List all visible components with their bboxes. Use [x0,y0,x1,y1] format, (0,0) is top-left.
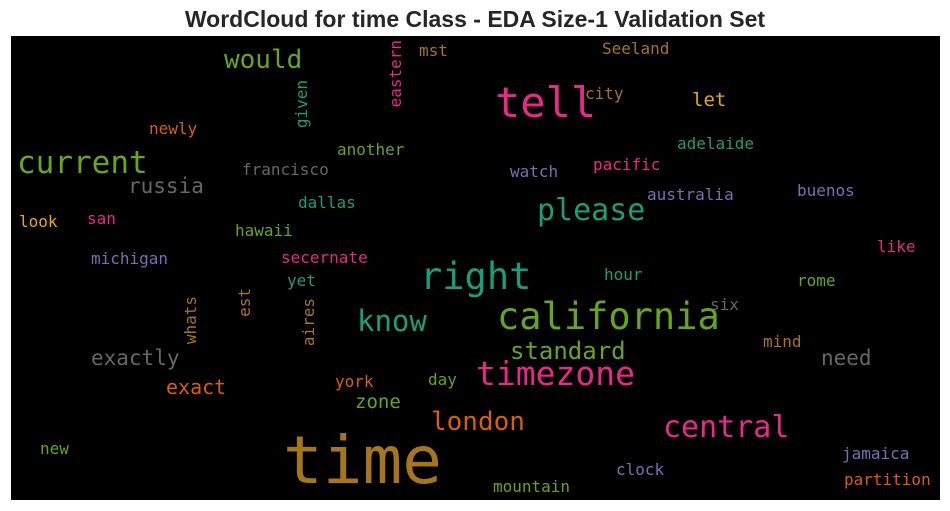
chart-title: WordCloud for time Class - EDA Size-1 Va… [184,6,766,32]
word-city: city [585,84,624,103]
word-zone: zone [355,391,401,413]
word-look: look [19,212,58,231]
word-york: york [335,372,374,391]
word-dallas: dallas [298,193,356,212]
word-timezone: timezone [476,354,635,393]
word-another: another [337,140,405,159]
word-newly: newly [149,119,198,138]
word-exactly: exactly [91,346,180,370]
word-please: please [537,193,646,228]
word-london: london [431,407,525,437]
word-california: california [497,295,720,338]
word-eastern: eastern [386,40,405,108]
word-standard: standard [510,337,626,365]
word-russia: russia [128,174,204,198]
word-mind: mind [763,332,802,351]
word-yet: yet [287,271,316,290]
word-buenos: buenos [797,181,855,200]
word-new: new [40,439,69,458]
word-seeland: Seeland [602,39,670,58]
word-secernate: secernate [281,248,368,267]
word-need: need [821,346,872,370]
word-hour: hour [604,265,643,284]
word-whats: whats [181,296,200,345]
word-day: day [428,370,457,389]
word-let: let [692,89,727,111]
word-central: central [663,410,790,445]
word-tell: tell [495,78,597,127]
word-exact: exact [166,375,227,399]
word-given: given [292,80,311,129]
word-mst: mst [419,41,448,60]
word-jamaica: jamaica [842,444,910,463]
word-like: like [877,237,916,256]
word-aires: aires [299,298,318,347]
word-san: san [87,209,116,228]
word-clock: clock [616,460,665,479]
word-would: would [224,45,303,75]
word-watch: watch [510,162,559,181]
word-partition: partition [844,470,931,489]
word-adelaide: adelaide [677,134,755,153]
word-current: current [17,145,148,181]
word-mountain: mountain [493,477,571,496]
word-know: know [357,304,427,338]
word-francisco: francisco [242,160,329,179]
word-pacific: pacific [593,155,661,174]
word-australia: australia [647,185,734,204]
word-est: est [235,288,254,317]
word-hawaii: hawaii [235,221,293,240]
word-right: right [420,255,532,298]
word-time: time [283,422,442,499]
word-six: six [710,295,739,314]
word-rome: rome [797,271,836,290]
word-cloud-canvas: time tell california right timezone curr… [11,36,940,500]
word-michigan: michigan [91,249,169,268]
